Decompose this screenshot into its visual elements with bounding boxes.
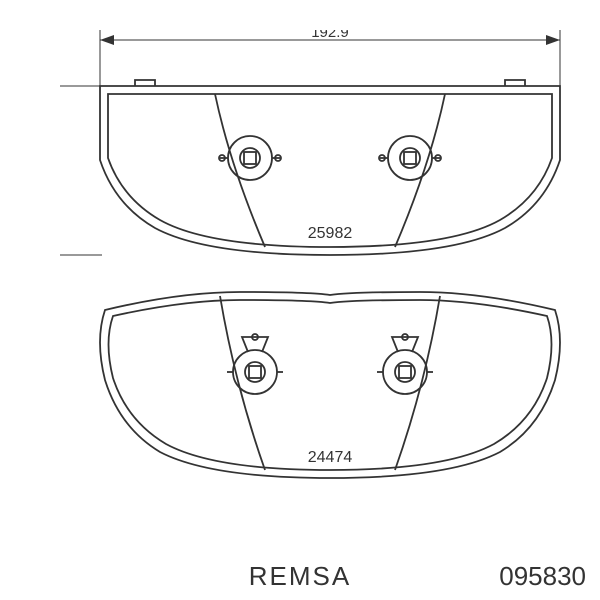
part-number: 095830 bbox=[499, 561, 586, 592]
width-dimension-value: 192.9 bbox=[311, 30, 349, 41]
technical-drawing: 192.9 79.2 bbox=[60, 30, 570, 510]
lower-pad-code: 24474 bbox=[308, 449, 353, 466]
brake-pad-diagram: 192.9 79.2 bbox=[60, 30, 570, 510]
upper-pad-code: 25982 bbox=[308, 225, 353, 242]
height-dimension bbox=[60, 86, 102, 255]
